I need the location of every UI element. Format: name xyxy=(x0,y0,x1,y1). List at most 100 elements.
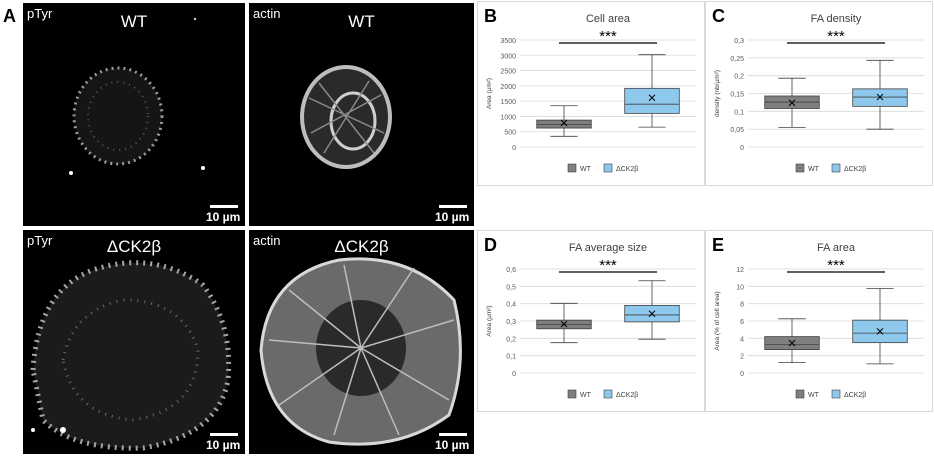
y-tick-label: 0,1 xyxy=(506,354,516,361)
micrograph-actin-wt: actin WT 10 µm xyxy=(249,3,474,226)
y-tick-label: 4 xyxy=(740,336,744,343)
y-tick-label: 0 xyxy=(740,371,744,378)
legend-label-ck2b: ΔCK2β xyxy=(844,166,866,173)
y-tick-label: 500 xyxy=(504,130,516,137)
significance-label: *** xyxy=(599,28,617,45)
scale-bar-label: 10 µm xyxy=(435,210,470,224)
y-tick-label: 0,3 xyxy=(506,319,516,326)
y-tick-label: 0,2 xyxy=(506,336,516,343)
y-tick-label: 0 xyxy=(740,145,744,152)
significance-label: *** xyxy=(827,257,845,274)
cell-image-actin-ck2b xyxy=(259,257,462,446)
y-axis-label: Area (µm²) xyxy=(486,305,493,336)
y-tick-label: 3500 xyxy=(500,38,516,45)
legend-label-wt: WT xyxy=(580,166,592,173)
mean-marker-wt xyxy=(560,320,568,328)
scale-bar-label: 10 µm xyxy=(435,438,470,452)
y-tick-label: 1500 xyxy=(500,99,516,106)
chart-fa-average-size: D FA average size 0 0,1 0,2 0,3 0,4 0,5 0,6 Area … xyxy=(484,235,696,399)
y-axis-label: Area (µm²) xyxy=(486,78,493,109)
y-tick-label: 6 xyxy=(740,319,744,326)
legend-swatch-ck2b xyxy=(831,163,841,173)
legend-label-wt: WT xyxy=(808,166,820,173)
cell-image-actin-wt xyxy=(300,65,392,169)
legend-swatch-ck2b xyxy=(831,389,841,399)
legend-swatch-wt xyxy=(795,389,805,399)
legend-label-wt: WT xyxy=(580,392,592,399)
y-tick-label: 1000 xyxy=(500,114,516,121)
chart-panel-d: D FA average size 0 0,1 0,2 0,3 0,4 0,5 0,6 Area … xyxy=(477,230,705,412)
y-tick-label: 2000 xyxy=(500,84,516,91)
significance-label: *** xyxy=(599,257,617,274)
mean-marker-ck2b xyxy=(648,310,656,318)
significance-label: *** xyxy=(827,28,845,45)
panel-letter: D xyxy=(484,235,497,255)
y-axis-label: density (nb/µm²) xyxy=(714,70,721,117)
chart-title: Cell area xyxy=(586,13,631,25)
y-tick-label: 0 xyxy=(512,145,516,152)
chart-panel-c: C FA density 0 0,05 0,1 0,15 0,2 0,25 0,3 density… xyxy=(705,1,933,186)
mean-marker-wt xyxy=(788,99,796,107)
condition-label: ΔCK2β xyxy=(334,237,389,256)
y-tick-label: 0,25 xyxy=(730,56,744,63)
chart-fa-density: C FA density 0 0,05 0,1 0,15 0,2 0,25 0,3 density… xyxy=(712,6,924,173)
scale-bar xyxy=(210,205,238,208)
chart-panel-e: E FA area 0 2 4 6 8 10 12 Area (% of cell area) **… xyxy=(705,230,933,412)
y-tick-label: 0,1 xyxy=(734,109,744,116)
scale-bar-label: 10 µm xyxy=(206,438,241,452)
y-tick-label: 0,15 xyxy=(730,92,744,99)
y-tick-label: 10 xyxy=(736,284,744,291)
stain-label: actin xyxy=(253,233,281,248)
legend-swatch-wt xyxy=(795,163,805,173)
scale-bar xyxy=(439,433,467,436)
mean-marker-wt xyxy=(788,339,796,347)
y-tick-label: 0 xyxy=(512,371,516,378)
micrograph-ptyr-ck2b: pTyr ΔCK2β 10 µm xyxy=(23,230,245,454)
panel-letter: E xyxy=(712,235,724,255)
micrograph-actin-ck2b: actin ΔCK2β 10 µm xyxy=(249,230,474,454)
y-tick-label: 0,05 xyxy=(730,127,744,134)
mean-marker-wt xyxy=(560,119,568,127)
cell-image-ptyr-ck2b xyxy=(30,260,232,451)
panel-letter: C xyxy=(712,6,725,26)
legend-swatch-ck2b xyxy=(603,389,613,399)
chart-title: FA area xyxy=(817,242,856,254)
panel-letter: B xyxy=(484,6,497,26)
legend-swatch-ck2b xyxy=(603,163,613,173)
chart-title: FA density xyxy=(811,13,862,25)
condition-label: ΔCK2β xyxy=(106,237,162,256)
mean-marker-ck2b xyxy=(876,328,884,335)
chart-cell-area: B Cell area 0 500 1000 1500 2000 2500 3000 3500 Ar… xyxy=(484,6,696,173)
y-tick-label: 0,3 xyxy=(734,38,744,45)
y-tick-label: 0,4 xyxy=(506,302,516,309)
legend-swatch-wt xyxy=(567,163,577,173)
y-axis-label: Area (% of cell area) xyxy=(714,291,721,350)
y-tick-label: 0,2 xyxy=(734,74,744,81)
mean-marker-ck2b xyxy=(876,93,884,101)
scale-bar-label: 10 µm xyxy=(206,210,241,224)
legend-label-wt: WT xyxy=(808,392,820,399)
micrograph-ptyr-wt: pTyr WT 10 µm xyxy=(23,3,245,226)
condition-label: WT xyxy=(120,12,148,31)
y-tick-label: 2500 xyxy=(500,69,516,76)
chart-title: FA average size xyxy=(569,242,647,254)
condition-label: WT xyxy=(348,12,375,31)
y-tick-label: 0,6 xyxy=(506,267,516,274)
y-tick-label: 0,5 xyxy=(506,284,516,291)
stain-label: actin xyxy=(253,6,281,21)
panel-letter-a: A xyxy=(3,6,16,26)
chart-panel-b: B Cell area 0 500 1000 1500 2000 2500 3000 3500 Ar… xyxy=(477,1,705,186)
scale-bar xyxy=(439,205,467,208)
stain-label: pTyr xyxy=(27,233,53,248)
y-tick-label: 8 xyxy=(740,302,744,309)
legend-swatch-wt xyxy=(567,389,577,399)
y-tick-label: 2 xyxy=(740,354,744,361)
stain-label: pTyr xyxy=(27,6,53,21)
cell-image-ptyr-wt xyxy=(69,17,205,175)
mean-marker-ck2b xyxy=(648,94,656,102)
legend-label-ck2b: ΔCK2β xyxy=(616,392,638,399)
box-ck2b xyxy=(624,87,680,114)
legend-label-ck2b: ΔCK2β xyxy=(844,392,866,399)
y-tick-label: 3000 xyxy=(500,53,516,60)
scale-bar xyxy=(210,433,238,436)
